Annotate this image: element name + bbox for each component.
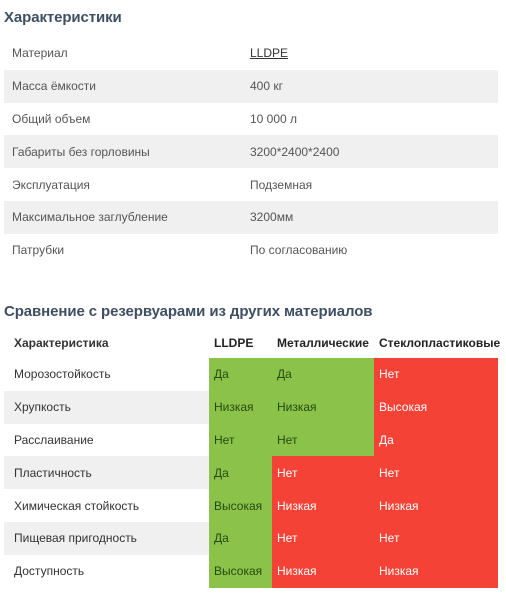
spec-row-material: Материал LLDPE bbox=[4, 37, 498, 70]
row-label: Расслаивание bbox=[14, 432, 94, 447]
table-row: Пищевая пригодность Да Нет Нет bbox=[4, 521, 498, 555]
cell-lldpe: Высокая bbox=[209, 554, 272, 588]
cell-metal: Низкая bbox=[272, 554, 374, 588]
spec-key: Материал bbox=[12, 46, 68, 61]
cell-fiberglass: Да bbox=[374, 423, 498, 457]
spec-row-dimensions: Габариты без горловины 3200*2400*2400 bbox=[4, 135, 498, 169]
comparison-title: Сравнение с резервуарами из других матер… bbox=[4, 303, 373, 320]
cell-lldpe: Да bbox=[209, 521, 272, 555]
cell-metal: Низкая bbox=[272, 390, 374, 424]
spec-value: Подземная bbox=[250, 177, 313, 192]
cell-fiberglass: Низкая bbox=[374, 554, 498, 588]
spec-key: Эксплуатация bbox=[12, 177, 90, 192]
material-link[interactable]: LLDPE bbox=[250, 46, 289, 61]
header-lldpe: LLDPE bbox=[214, 336, 254, 350]
header-metal: Металлические bbox=[277, 336, 369, 350]
header-characteristic: Характеристика bbox=[14, 336, 109, 350]
cell-lldpe: Нет bbox=[209, 423, 272, 457]
spec-row-volume: Общий объем 10 000 л bbox=[4, 103, 498, 136]
header-fiberglass: Стеклопластиковые bbox=[379, 336, 501, 350]
table-row: Пластичность Да Нет Нет bbox=[4, 456, 498, 490]
row-label: Морозостойкость bbox=[14, 367, 111, 382]
cell-metal: Нет bbox=[272, 423, 374, 457]
spec-value: 400 кг bbox=[250, 79, 283, 94]
spec-row-pipes: Патрубки По согласованию bbox=[4, 234, 498, 267]
spec-key: Габариты без горловины bbox=[12, 144, 150, 159]
table-row: Хрупкость Низкая Низкая Высокая bbox=[4, 390, 498, 424]
specs-title: Характеристики bbox=[4, 9, 122, 26]
cell-lldpe: Да bbox=[209, 456, 272, 490]
cell-fiberglass: Нет bbox=[374, 358, 498, 391]
row-label: Пластичность bbox=[4, 456, 209, 490]
spec-row-operation: Эксплуатация Подземная bbox=[4, 168, 498, 201]
comparison-header-row: Характеристика LLDPE Металлические Стекл… bbox=[4, 328, 501, 358]
table-row: Доступность Высокая Низкая Низкая bbox=[4, 554, 498, 588]
row-label: Хрупкость bbox=[4, 390, 209, 424]
spec-value: 3200*2400*2400 bbox=[250, 144, 340, 159]
cell-metal: Нет bbox=[272, 456, 374, 490]
spec-key: Общий объем bbox=[12, 111, 91, 126]
spec-key: Патрубки bbox=[12, 243, 65, 258]
table-row: Морозостойкость Да Да Нет bbox=[4, 358, 498, 391]
cell-metal: Низкая bbox=[272, 489, 374, 522]
spec-row-depth: Максимальное заглубление 3200мм bbox=[4, 200, 498, 234]
spec-row-mass: Масса ёмкости 400 кг bbox=[4, 69, 498, 103]
spec-key: Масса ёмкости bbox=[12, 79, 96, 94]
cell-lldpe: Да bbox=[209, 358, 272, 391]
spec-value: 3200мм bbox=[250, 210, 294, 225]
cell-lldpe: Низкая bbox=[209, 390, 272, 424]
spec-key: Максимальное заглубление bbox=[12, 210, 168, 225]
spec-value: По согласованию bbox=[250, 243, 348, 258]
cell-metal: Нет bbox=[272, 521, 374, 555]
spec-value: 10 000 л bbox=[250, 111, 298, 126]
table-row: Расслаивание Нет Нет Да bbox=[4, 423, 498, 457]
cell-lldpe: Высокая bbox=[209, 489, 272, 522]
cell-fiberglass: Нет bbox=[374, 521, 498, 555]
table-row: Химическая стойкость Высокая Низкая Низк… bbox=[4, 489, 498, 522]
specs-table: Материал LLDPE Масса ёмкости 400 кг Общи… bbox=[4, 37, 498, 267]
cell-fiberglass: Низкая bbox=[374, 489, 498, 522]
cell-fiberglass: Нет bbox=[374, 456, 498, 490]
comparison-table: Характеристика LLDPE Металлические Стекл… bbox=[4, 328, 501, 588]
cell-fiberglass: Высокая bbox=[374, 390, 498, 424]
cell-metal: Да bbox=[272, 358, 374, 391]
row-label: Пищевая пригодность bbox=[4, 521, 209, 555]
row-label: Химическая стойкость bbox=[14, 498, 140, 513]
row-label: Доступность bbox=[14, 564, 85, 579]
